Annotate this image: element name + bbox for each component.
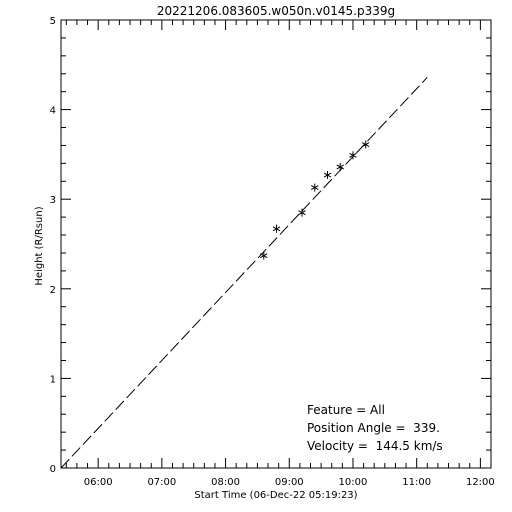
x-axis-label: Start Time (06-Dec-22 05:19:23)	[194, 490, 357, 501]
axes: 06:00 07:00 08:00 09:00 10:00 11:00 12:00 0 1 2 3 4…	[50, 16, 495, 488]
plot-frame	[60, 19, 492, 469]
y-tick-label: 2	[50, 285, 56, 296]
data-point	[311, 183, 319, 192]
data-point	[260, 251, 268, 260]
data-points	[260, 140, 370, 260]
x-tick-label: 11:00	[402, 477, 431, 488]
asterisk-stroke	[323, 172, 332, 178]
asterisk-stroke	[260, 253, 268, 259]
asterisk-stroke	[336, 164, 344, 170]
y-tick-label: 5	[50, 16, 56, 27]
annotation-text: Velocity = 144.5 km/s	[307, 439, 443, 453]
asterisk-stroke	[298, 210, 306, 216]
y-tick-label: 0	[50, 464, 56, 475]
data-point	[336, 162, 344, 171]
x-tick-label: 12:00	[466, 477, 495, 488]
x-tick-label: 10:00	[339, 477, 368, 488]
y-tick-label: 4	[50, 106, 56, 117]
data-point	[361, 140, 370, 149]
data-point	[272, 224, 281, 233]
chart-title: 20221206.083605.w050n.v0145.p339g	[157, 4, 395, 18]
data-point	[298, 208, 306, 217]
annotation-text: Feature = All	[307, 403, 385, 417]
data-point	[323, 171, 332, 180]
y-tick-label: 1	[50, 374, 56, 385]
asterisk-stroke	[272, 226, 281, 232]
y-axis-label: Height (R/Rsun)	[34, 206, 45, 285]
x-tick-label: 08:00	[211, 477, 240, 488]
asterisk-stroke	[311, 185, 319, 190]
asterisk-stroke	[349, 152, 357, 158]
asterisk-stroke	[361, 142, 370, 147]
annotation-text: Position Angle = 339.	[307, 421, 440, 435]
y-tick-label: 3	[50, 195, 56, 206]
x-tick-label: 06:00	[84, 477, 113, 488]
data-point	[349, 151, 357, 160]
x-tick-label: 07:00	[147, 477, 176, 488]
fit-line	[60, 77, 428, 469]
fit-line-group	[60, 77, 428, 469]
x-tick-label: 09:00	[275, 477, 304, 488]
annotations: Feature = All Position Angle = 339. Veloci…	[307, 403, 443, 453]
